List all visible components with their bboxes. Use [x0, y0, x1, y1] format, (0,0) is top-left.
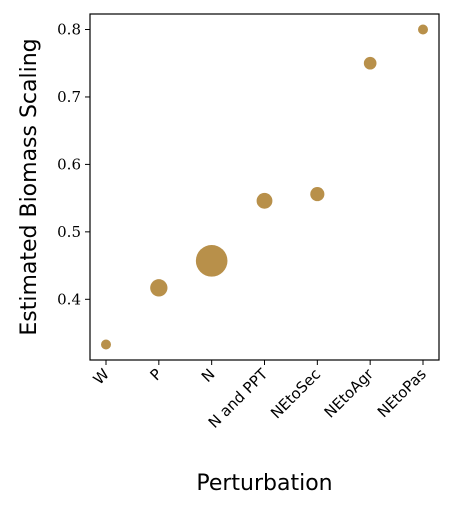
data-point: [256, 192, 273, 209]
data-point: [101, 339, 111, 350]
x-tick-label: NEtoSec: [267, 365, 324, 422]
x-tick-label: P: [147, 365, 166, 384]
y-axis-title: Estimated Biomass Scaling: [17, 38, 42, 335]
data-point: [310, 187, 325, 202]
data-point: [363, 56, 377, 70]
x-tick-label: NEtoPas: [374, 365, 430, 421]
plot-frame: [89, 13, 440, 361]
data-point: [195, 245, 228, 277]
x-axis-title: Perturbation: [196, 471, 332, 496]
y-tick-label: 0.5: [57, 223, 81, 241]
x-tick-label: N: [198, 365, 219, 386]
data-points: [101, 24, 428, 350]
y-axis: 0.4 0.5 0.6 0.7 0.8: [57, 21, 90, 308]
x-tick-label: NEtoAgr: [321, 365, 378, 422]
data-point: [150, 279, 168, 297]
y-tick-label: 0.8: [57, 21, 81, 39]
y-tick-label: 0.4: [57, 290, 81, 308]
y-tick-label: 0.7: [57, 88, 81, 106]
y-tick-label: 0.6: [57, 155, 81, 173]
data-point: [418, 24, 428, 35]
x-tick-label: W: [90, 365, 113, 388]
